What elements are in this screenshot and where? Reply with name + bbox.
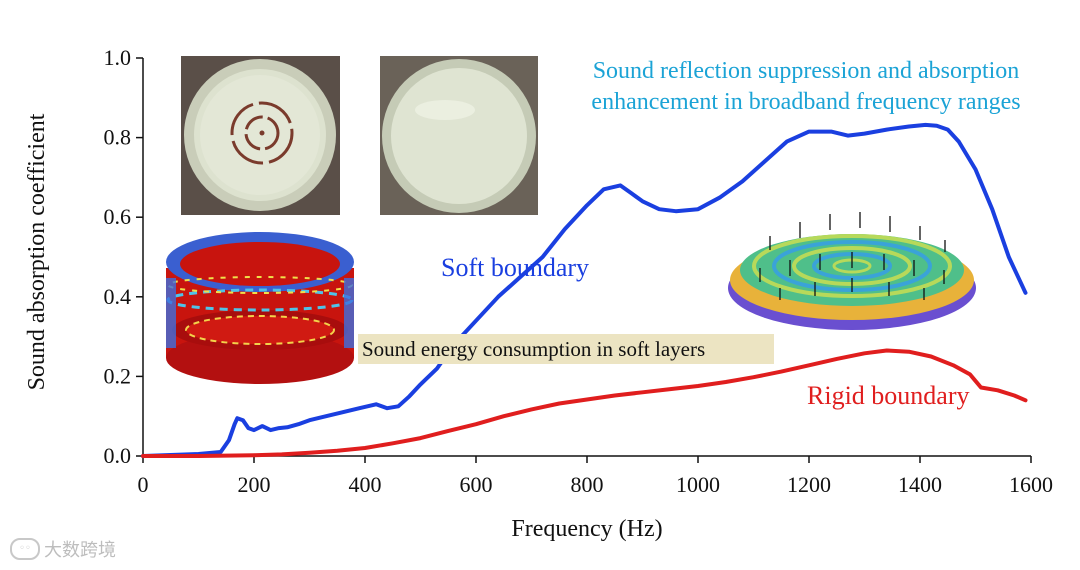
energy-box bbox=[358, 334, 774, 364]
y-tick-label: 0.8 bbox=[104, 125, 132, 150]
y-tick-label: 1.0 bbox=[104, 45, 132, 70]
x-tick-label: 1000 bbox=[676, 472, 720, 497]
x-tick-label: 1400 bbox=[898, 472, 942, 497]
watermark-text: 大数跨境 bbox=[44, 540, 116, 561]
y-tick-label: 0.6 bbox=[104, 204, 132, 229]
annotation-broadband-line1: Sound reflection suppression and absorpt… bbox=[593, 58, 1020, 84]
y-ticks: 0.0 0.2 0.4 0.6 0.8 1.0 bbox=[104, 45, 143, 468]
series-layer bbox=[141, 122, 1028, 458]
x-tick-label: 1600 bbox=[1009, 472, 1053, 497]
x-ticks: 0 200 400 600 800 1000 1200 1400 1600 bbox=[138, 456, 1053, 497]
y-tick-label: 0.2 bbox=[104, 363, 132, 388]
x-tick-label: 600 bbox=[460, 472, 493, 497]
soft-boundary-line bbox=[141, 122, 1028, 458]
watermark-logo-icon: ◦◦ bbox=[10, 538, 40, 560]
sample-photo-rings bbox=[181, 56, 340, 215]
x-tick-label: 400 bbox=[349, 472, 382, 497]
x-axis-title: Frequency (Hz) bbox=[511, 516, 662, 542]
annotation-energy: Sound energy consumption in soft layers bbox=[362, 337, 705, 361]
y-tick-label: 0.0 bbox=[104, 443, 132, 468]
x-tick-label: 200 bbox=[238, 472, 271, 497]
x-tick-label: 0 bbox=[138, 472, 149, 497]
disk-field-render bbox=[728, 212, 976, 330]
annotation-broadband-line2: enhancement in broadband frequency range… bbox=[591, 89, 1020, 115]
label-soft-boundary: Soft boundary bbox=[441, 253, 589, 282]
y-axis-title: Sound absorption coefficient bbox=[24, 113, 50, 390]
soft-layer-field-render bbox=[166, 232, 354, 384]
watermark: ◦◦ 大数跨境 bbox=[10, 536, 116, 562]
rigid-boundary-line bbox=[141, 348, 1028, 458]
label-rigid-boundary: Rigid boundary bbox=[807, 381, 970, 410]
sample-photo-plain bbox=[380, 56, 538, 215]
vibration-arrows bbox=[759, 212, 946, 300]
x-tick-label: 800 bbox=[571, 472, 604, 497]
x-tick-label: 1200 bbox=[787, 472, 831, 497]
y-tick-label: 0.4 bbox=[104, 284, 132, 309]
